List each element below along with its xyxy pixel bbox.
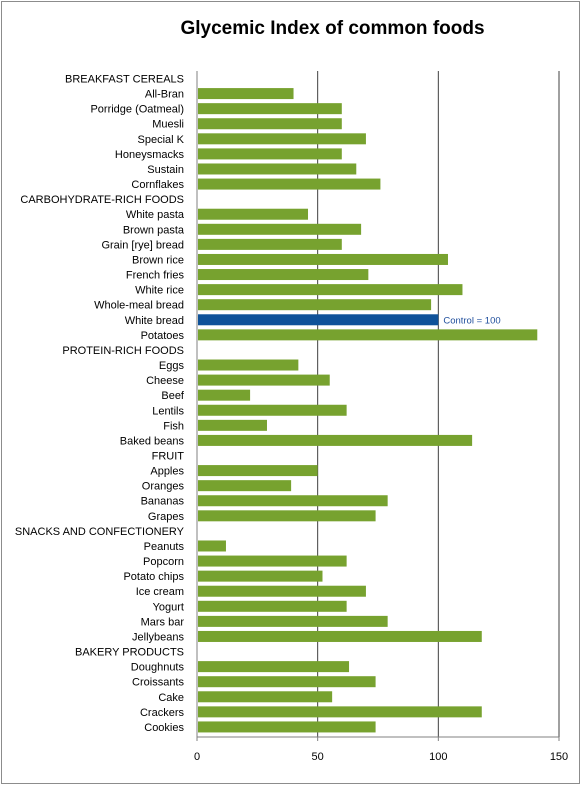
control-annotation: Control = 100 [443,315,500,326]
bar-mars-bar [198,615,388,627]
category-label: Yogurt [153,601,184,613]
bar-sustain [198,163,357,175]
bar-potato-chips [198,570,323,582]
category-label: Bananas [141,496,185,508]
bar-white-bread [198,314,439,326]
bar-apples [198,465,318,477]
category-label: CARBOHYDRATE-RICH FOODS [20,194,184,206]
category-label: White pasta [126,209,185,221]
category-label: Apples [150,466,184,478]
bar-popcorn [198,555,347,567]
chart-title: Glycemic Index of common foods [180,18,485,39]
category-label: Grain [rye] bread [101,239,184,251]
category-label: Croissants [132,677,184,689]
bar-brown-pasta [198,223,362,235]
x-tick-label: 50 [312,751,324,763]
category-label: Eggs [159,360,185,372]
category-label: Cornflakes [131,179,184,191]
category-label: PROTEIN-RICH FOODS [62,345,184,357]
category-label: Brown pasta [123,224,185,236]
category-label: White rice [135,285,184,297]
bar-crackers [198,706,482,718]
category-label: Beef [161,390,185,402]
category-label: Brown rice [132,254,184,266]
category-label: SNACKS AND CONFECTIONERY [15,526,185,538]
category-label: Peanuts [144,541,185,553]
category-label: Cookies [144,722,184,734]
bar-porridge-oatmeal- [198,103,342,115]
category-label: Cheese [146,375,184,387]
category-label: Fish [163,420,184,432]
bar-cheese [198,374,330,386]
bar-layer [198,88,538,733]
x-tick-label: 150 [550,751,568,763]
bar-french-fries [198,269,369,281]
category-label: Popcorn [143,556,184,568]
bar-ice-cream [198,585,366,597]
bar-fish [198,419,267,431]
category-label: Porridge (Oatmeal) [90,104,184,116]
bar-cookies [198,721,376,733]
bar-croissants [198,676,376,688]
bar-grapes [198,510,376,522]
category-label: Potatoes [141,330,185,342]
category-label: Crackers [140,707,185,719]
bar-white-pasta [198,208,309,220]
bar-special-k [198,133,366,145]
category-label: Doughnuts [131,662,185,674]
category-label: Grapes [148,511,185,523]
category-label: Cake [158,692,184,704]
bar-eggs [198,359,299,371]
bar-bananas [198,495,388,507]
bar-jellybeans [198,630,482,642]
category-label: Honeysmacks [115,149,185,161]
x-tick-label: 100 [429,751,447,763]
category-label: Potato chips [123,571,184,583]
category-label: White bread [125,315,184,327]
category-label: Mars bar [141,616,185,628]
bar-baked-beans [198,434,473,446]
category-label: FRUIT [152,451,185,463]
bar-grain-rye-bread [198,238,342,250]
category-label: Oranges [142,481,185,493]
bar-yogurt [198,600,347,612]
category-label: French fries [126,270,185,282]
bar-doughnuts [198,661,350,673]
bar-lentils [198,404,347,416]
bar-oranges [198,480,292,492]
bar-all-bran [198,88,294,100]
bar-peanuts [198,540,226,552]
category-label: Special K [138,134,185,146]
bar-cake [198,691,333,703]
bar-muesli [198,118,342,130]
bar-whole-meal-bread [198,299,432,311]
category-label: BREAKFAST CEREALS [65,74,184,86]
bar-potatoes [198,329,538,341]
category-label: Lentils [152,405,184,417]
category-labels: BREAKFAST CEREALS All-Bran Porridge (Oatme… [15,74,185,734]
x-tick-label: 0 [194,751,200,763]
category-label: Jellybeans [132,631,184,643]
category-label: Sustain [147,164,184,176]
category-label: Whole-meal bread [94,300,184,312]
category-label: Baked beans [120,435,185,447]
category-label: BAKERY PRODUCTS [75,647,184,659]
bar-beef [198,389,251,401]
bar-cornflakes [198,178,381,190]
bar-white-rice [198,284,463,296]
category-label: Muesli [152,119,184,131]
category-label: Ice cream [136,586,184,598]
bar-brown-rice [198,253,448,265]
x-axis-tick-labels: 0 50 100 150 [194,751,568,763]
category-label: All-Bran [145,89,184,101]
bar-honeysmacks [198,148,342,160]
